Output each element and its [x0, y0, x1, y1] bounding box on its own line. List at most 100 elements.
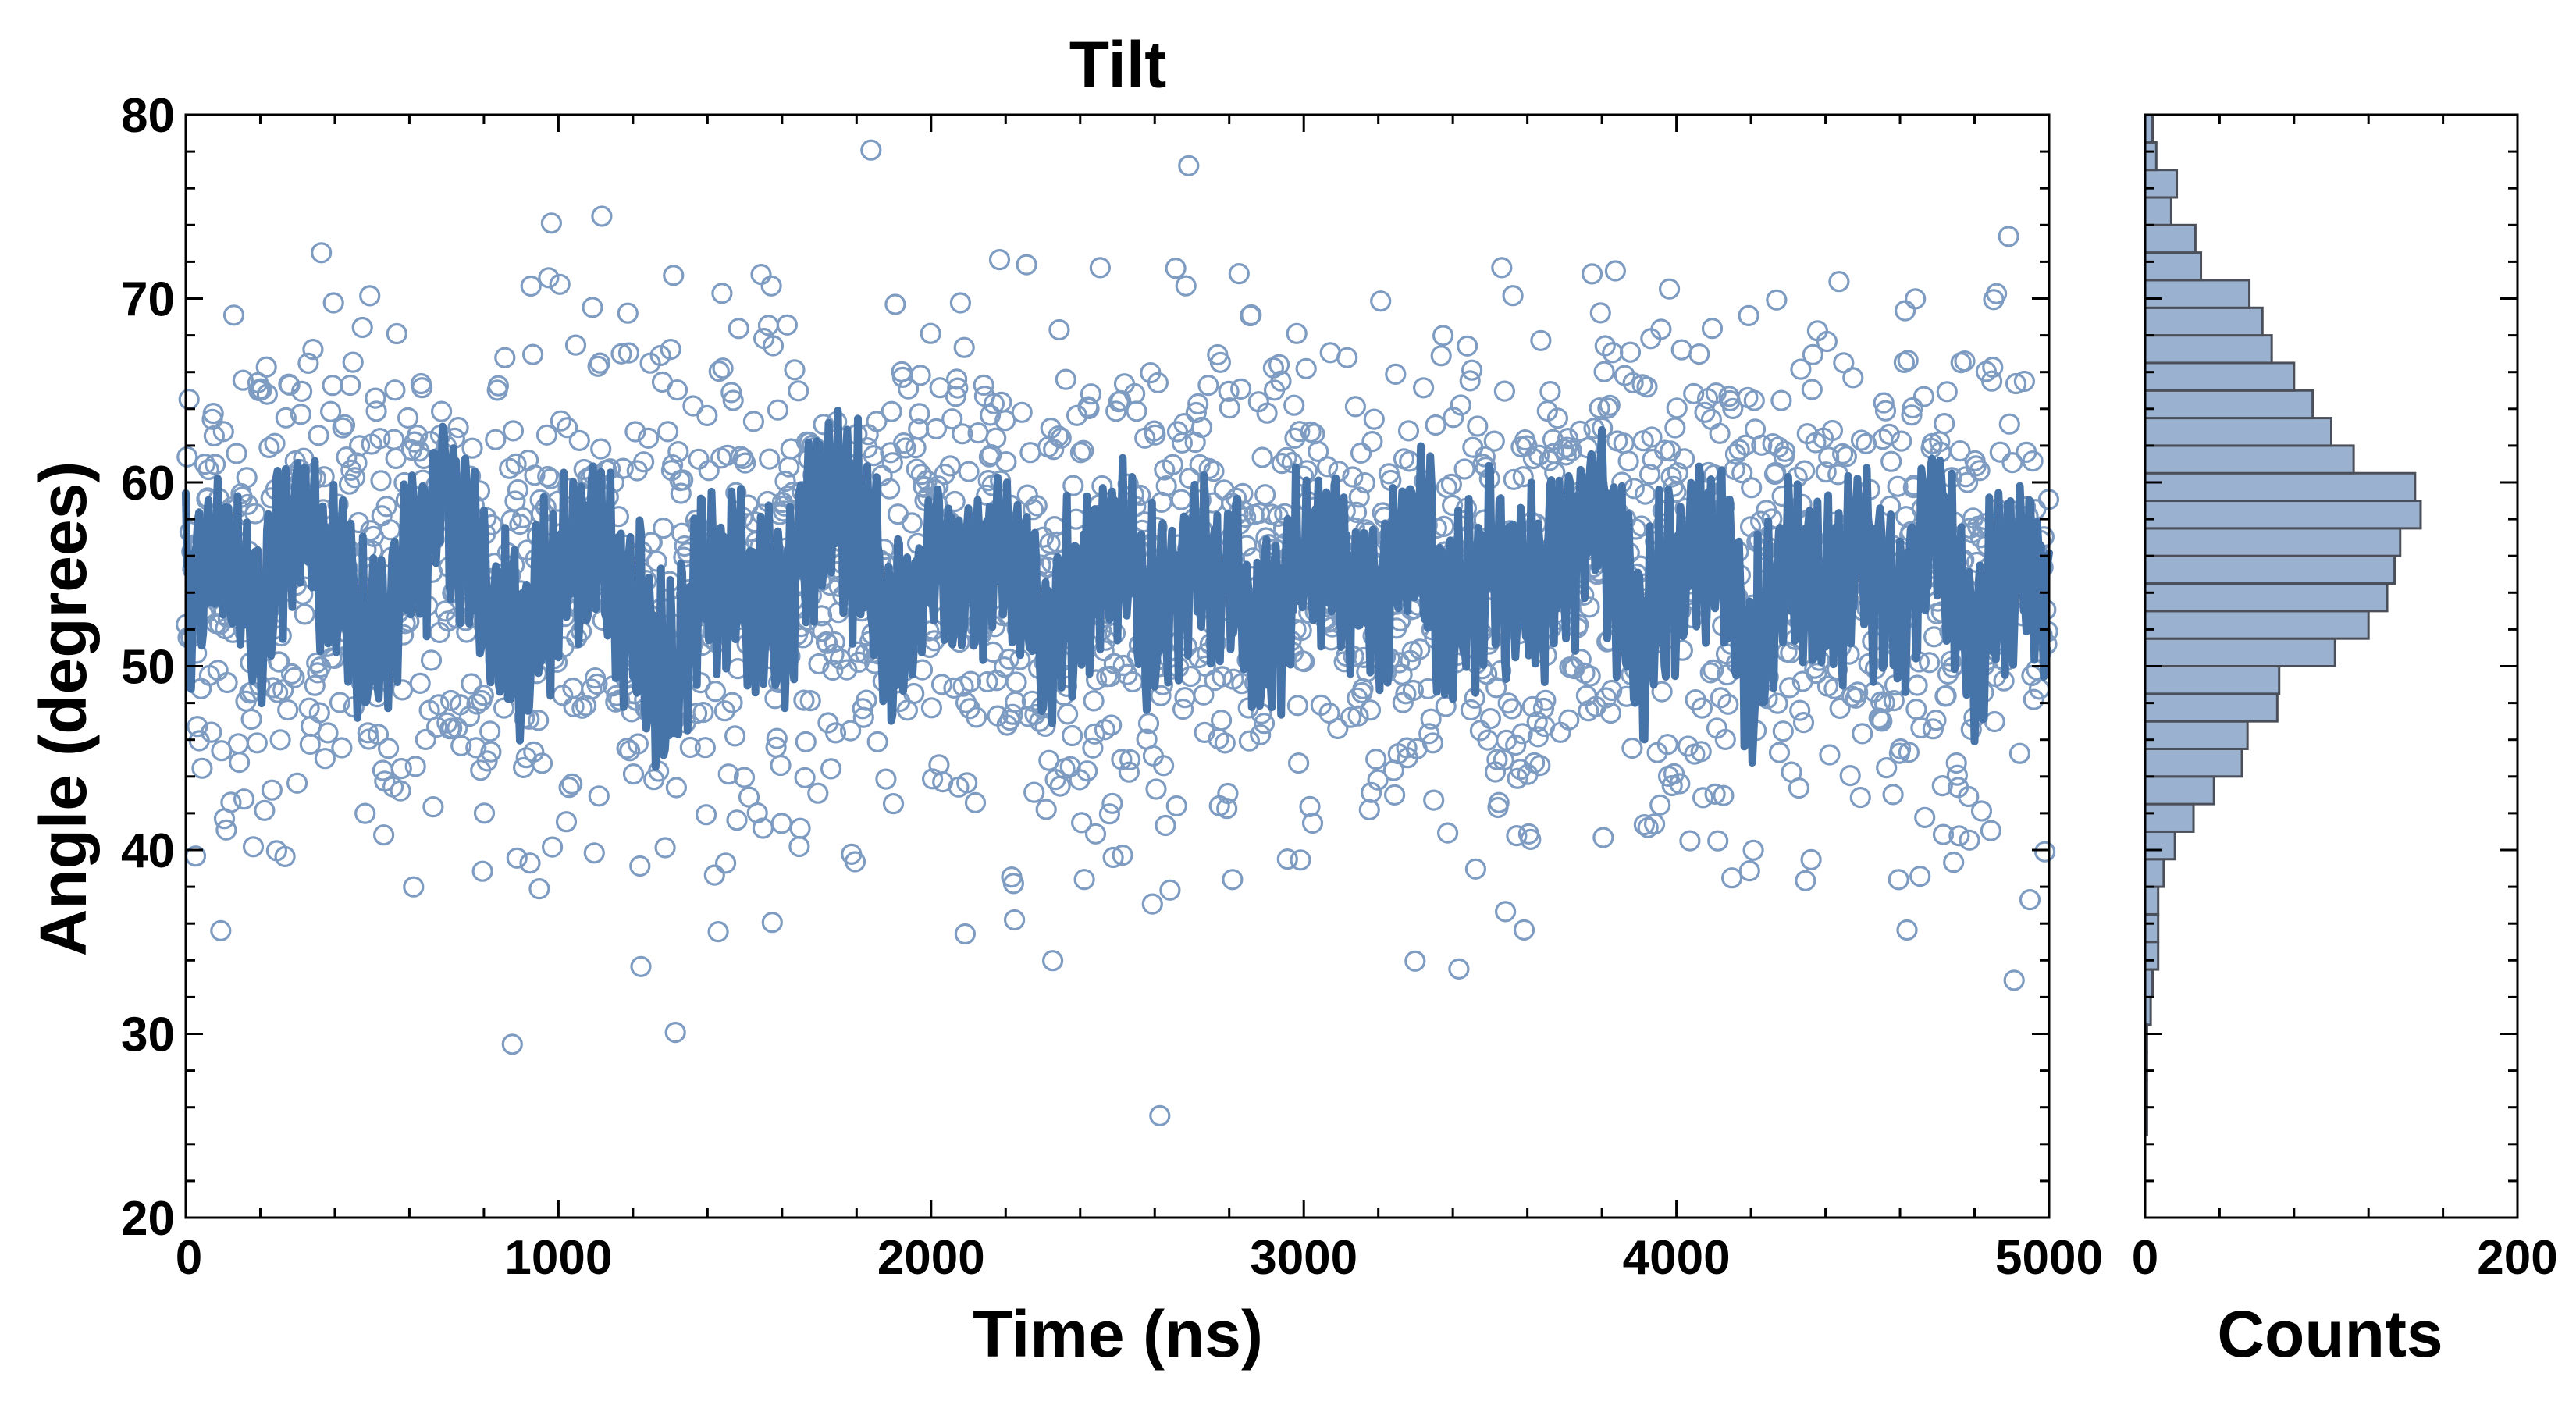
- scatter-point: [1998, 413, 2020, 435]
- scatter-point: [1421, 732, 1444, 754]
- scatter-point: [630, 955, 652, 977]
- scatter-point: [589, 352, 611, 374]
- scatter-point: [807, 782, 829, 804]
- scatter-point: [1934, 412, 1955, 435]
- scatter-point: [1290, 849, 1311, 871]
- scatter-point: [524, 464, 546, 486]
- scatter-point: [1327, 717, 1349, 740]
- scatter-point: [1738, 859, 1760, 882]
- scatter-point: [1062, 475, 1084, 496]
- scatter-point: [988, 249, 1011, 271]
- main-axes: 20 30 40 50 60 70 80 0 1000 2000 3000 4000 5000: [121, 89, 2103, 1285]
- scatter-point: [1558, 709, 1580, 731]
- scatter-point: [1599, 702, 1622, 724]
- histogram-bar: [2144, 306, 2264, 337]
- scatter-point: [1743, 389, 1765, 411]
- scatter-point: [1766, 289, 1788, 311]
- scatter-point: [279, 374, 301, 396]
- scatter-point: [502, 420, 525, 442]
- scatter-point: [1002, 873, 1025, 895]
- scatter-point: [742, 411, 765, 432]
- scatter-point: [1150, 685, 1172, 706]
- scatter-point: [921, 768, 944, 790]
- scatter-point: [461, 673, 482, 695]
- scatter-point: [1119, 749, 1141, 770]
- scatter-point: [471, 860, 493, 882]
- scatter-point: [1316, 456, 1339, 478]
- scatter-point: [1461, 359, 1483, 381]
- scatter-point: [1011, 401, 1033, 423]
- scatter-point: [1069, 442, 1092, 464]
- scatter-point: [422, 795, 444, 818]
- scatter-point: [1041, 950, 1064, 972]
- scatter-point: [767, 399, 789, 421]
- scatter-point: [977, 670, 998, 693]
- x-tick-label: 5000: [1995, 1231, 2103, 1285]
- scatter-point: [272, 679, 294, 701]
- scatter-point: [365, 400, 387, 422]
- scatter-point: [450, 735, 472, 756]
- scatter-point: [692, 701, 714, 724]
- scatter-point: [839, 720, 862, 742]
- scatter-point: [314, 748, 336, 770]
- scatter-point: [258, 436, 280, 459]
- scatter-point: [733, 767, 756, 788]
- scatter-point: [1347, 705, 1369, 727]
- scatter-point: [1772, 720, 1794, 742]
- scatter-point: [1425, 414, 1446, 436]
- scatter-point: [823, 643, 845, 666]
- scatter-point: [222, 304, 245, 326]
- scatter-point: [290, 404, 311, 425]
- scatter-point: [770, 813, 792, 834]
- scatter-point: [1336, 347, 1358, 368]
- scatter-point: [1203, 461, 1225, 482]
- scatter-point: [1909, 865, 1931, 887]
- scatter-point: [322, 375, 343, 397]
- scatter-point: [535, 424, 558, 446]
- scatter-point: [1795, 870, 1816, 891]
- scatter-point: [294, 603, 315, 625]
- scatter-point: [884, 293, 906, 315]
- scatter-point: [1342, 466, 1364, 488]
- scatter-point: [1289, 421, 1311, 443]
- scatter-point: [667, 440, 689, 463]
- scatter-point: [1888, 869, 1909, 891]
- histogram-bar: [2144, 169, 2179, 199]
- scatter-point: [540, 212, 563, 234]
- scatter-point: [1210, 710, 1233, 731]
- histogram-bar: [2144, 389, 2314, 420]
- scatter-point: [264, 432, 286, 454]
- scatter-point: [215, 819, 237, 841]
- scatter-point: [1113, 373, 1136, 395]
- scatter-point: [1592, 827, 1614, 848]
- scatter-point: [1035, 799, 1057, 820]
- scatter-point: [1099, 665, 1122, 688]
- scatter-point: [863, 444, 885, 467]
- scatter-point: [761, 912, 783, 934]
- scatter-point: [588, 785, 610, 807]
- scatter-point: [909, 403, 930, 425]
- scatter-point: [901, 512, 923, 534]
- chart-title: Tilt: [1069, 28, 1166, 101]
- scatter-point: [187, 716, 208, 738]
- scatter-point: [274, 845, 296, 868]
- scatter-point: [1189, 454, 1211, 476]
- scatter-point: [1453, 458, 1475, 480]
- histogram-bar: [2144, 334, 2273, 365]
- scatter-point: [682, 395, 704, 417]
- scatter-point: [817, 632, 838, 654]
- scatter-point: [1193, 684, 1215, 706]
- scatter-point: [1209, 351, 1232, 373]
- scatter-point: [317, 722, 339, 744]
- scatter-point: [954, 923, 977, 945]
- scatter-point: [1828, 271, 1850, 293]
- scatter-point: [1238, 730, 1261, 752]
- scatter-point: [735, 452, 756, 474]
- scatter-point: [722, 389, 744, 411]
- scatter-point: [1852, 723, 1873, 745]
- scatter-point: [210, 919, 232, 942]
- scatter-point: [2003, 969, 2025, 991]
- scatter-point: [760, 275, 782, 297]
- scatter-point: [1507, 767, 1528, 789]
- scatter-point: [1073, 869, 1095, 891]
